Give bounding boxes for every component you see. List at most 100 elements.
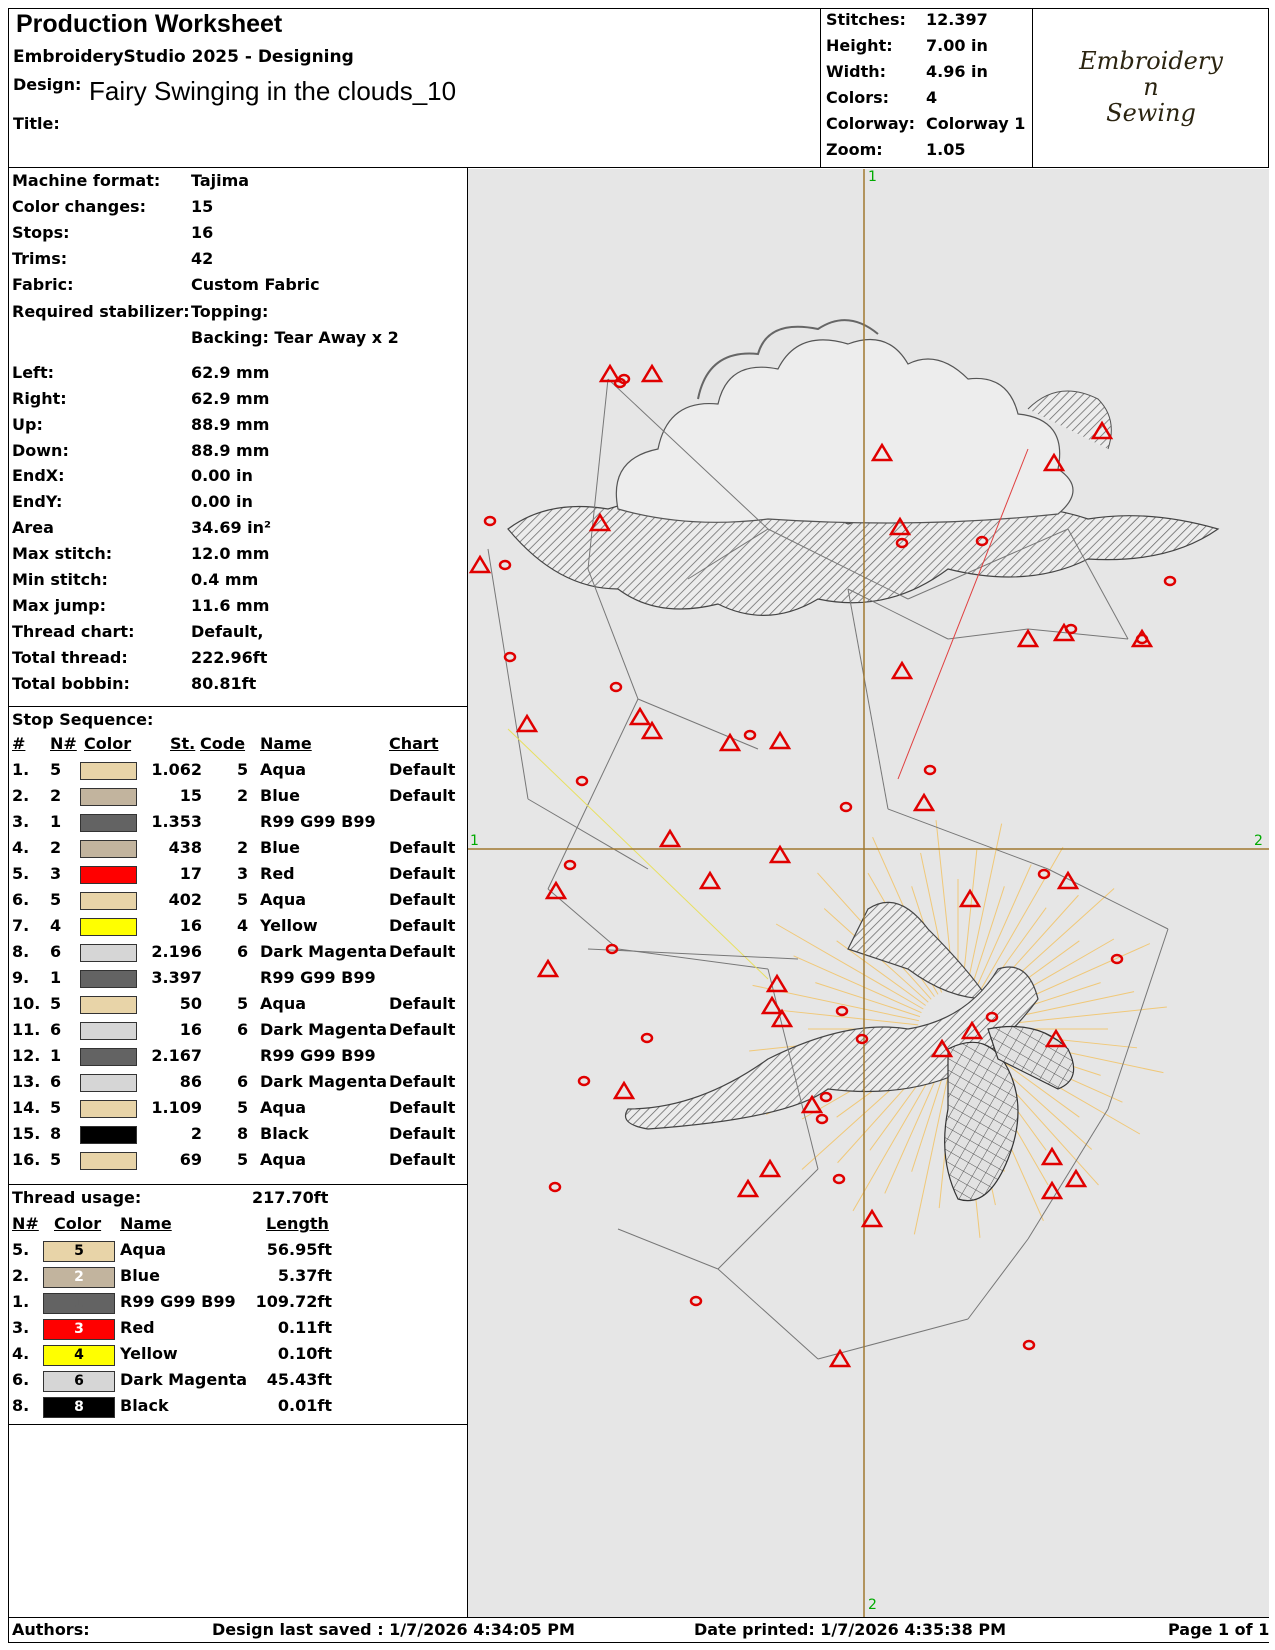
info-row: Area 34.69 in² [12, 518, 271, 537]
seq-code: 5 [237, 994, 249, 1013]
sparkle-ray [775, 923, 924, 1010]
seq-bottom [8, 1184, 467, 1185]
info-label: Color changes: [12, 197, 146, 216]
info-value: 15 [191, 197, 214, 216]
frame-left [8, 8, 9, 1642]
jump-path [817, 1318, 969, 1360]
trim-marker [1022, 1339, 1036, 1351]
list-item: 5. 5 Aqua 56.95ft [12, 1240, 332, 1264]
stop-marker [870, 442, 894, 462]
tu-name: Aqua [120, 1240, 167, 1259]
logo-line-3: Sewing [1106, 99, 1196, 127]
tu-name: Yellow [120, 1344, 178, 1363]
color-swatch [80, 1152, 137, 1170]
cloud-upper-puffs [615, 338, 1074, 524]
sparkle-ray [997, 1006, 1167, 1026]
table-row: 15. 8 2 8 Black Default [12, 1124, 462, 1148]
seq-chart: Default [389, 890, 456, 909]
jump-path [847, 588, 889, 810]
jump-path [717, 1168, 819, 1270]
trim-marker [689, 1295, 703, 1307]
stop-marker [828, 1348, 852, 1368]
seq-index: 13. [12, 1072, 41, 1091]
tu-name: Black [120, 1396, 169, 1415]
seq-name: Blue [260, 838, 300, 857]
stop-marker [1056, 870, 1080, 890]
seq-stitches: 1.109 [151, 1098, 202, 1117]
tu-number: 1. [12, 1292, 30, 1311]
stat-value: 7.00 in [926, 36, 988, 55]
seq-name: Dark Magenta [260, 1072, 388, 1091]
trim-marker [819, 1091, 833, 1103]
design-preview[interactable]: 1 2 1 2 [468, 169, 1269, 1617]
info-row: EndX: 0.00 in [12, 466, 253, 485]
info-value: 34.69 in² [191, 518, 272, 537]
seq-stitches: 50 [179, 994, 202, 1013]
seq-stitches: 15 [179, 786, 202, 805]
stop-marker [536, 958, 560, 978]
jump-path [967, 1238, 1029, 1320]
seq-chart: Default [389, 1020, 456, 1039]
tu-length: 109.72ft [255, 1292, 332, 1311]
info-label: Total thread: [12, 648, 128, 667]
stop-marker [612, 1080, 636, 1100]
jump-path [767, 968, 819, 1170]
color-swatch [80, 866, 137, 884]
col-name: Name [260, 734, 312, 753]
color-swatch [80, 1126, 137, 1144]
info-row: Fabric: Custom Fabric [12, 275, 320, 294]
seq-name: Red [260, 864, 295, 883]
stop-marker [765, 973, 789, 993]
trim-marker [575, 775, 589, 787]
trim-marker [923, 764, 937, 776]
fairy-wing-2 [987, 1025, 1075, 1090]
info-label: Min stitch: [12, 570, 108, 589]
seq-number: 4 [50, 916, 62, 935]
info-label: EndY: [12, 492, 63, 511]
stop-marker [768, 844, 792, 864]
seq-stitches: 2.167 [151, 1046, 202, 1065]
tu-number: 2. [12, 1266, 30, 1285]
sparkle-ray [793, 955, 922, 1014]
stop-marker [1042, 452, 1066, 472]
jump-path [767, 528, 909, 600]
trim-marker [835, 1005, 849, 1017]
thread-usage-header: N# Color Name Length [12, 1214, 332, 1238]
trim-marker [855, 1033, 869, 1045]
seq-index: 1. [12, 760, 30, 779]
info-label: Down: [12, 441, 69, 460]
title-label: Title: [13, 114, 60, 133]
stat-value: 1.05 [926, 140, 966, 159]
stop-marker [770, 1008, 794, 1028]
tu-length: 56.95ft [266, 1240, 332, 1259]
jump-path [587, 948, 799, 960]
info-row: Up: 88.9 mm [12, 415, 269, 434]
trim-marker [577, 1075, 591, 1087]
info-label: Fabric: [12, 275, 74, 294]
info-row: Min stitch: 0.4 mm [12, 570, 258, 589]
stop-marker [640, 363, 664, 383]
stop-marker [515, 713, 539, 733]
seq-stitches: 438 [168, 838, 202, 857]
trim-marker [640, 1032, 654, 1044]
info-row: Down: 88.9 mm [12, 441, 269, 460]
table-row: 3. 1 1.353 R99 G99 B99 [12, 812, 462, 836]
seq-name: Dark Magenta [260, 942, 388, 961]
info-label: Thread chart: [12, 622, 135, 641]
tu-number: 3. [12, 1318, 30, 1337]
stop-marker [760, 995, 784, 1015]
color-swatch [80, 970, 137, 988]
seq-code: 6 [237, 1072, 249, 1091]
tu-length: 45.43ft [266, 1370, 332, 1389]
color-swatch [80, 1100, 137, 1118]
trim-marker [498, 559, 512, 571]
table-row: 7. 4 16 4 Yellow Default [12, 916, 462, 940]
seq-number: 5 [50, 760, 62, 779]
sparkle-ray [969, 886, 1005, 992]
table-row: 10. 5 50 5 Aqua Default [12, 994, 462, 1018]
stop-marker [958, 888, 982, 908]
stop-marker [698, 870, 722, 890]
stop-sequence-header: # N# Color St. Code Name Chart [12, 734, 462, 758]
col-index: # [12, 734, 26, 753]
info-label: Trims: [12, 249, 68, 268]
